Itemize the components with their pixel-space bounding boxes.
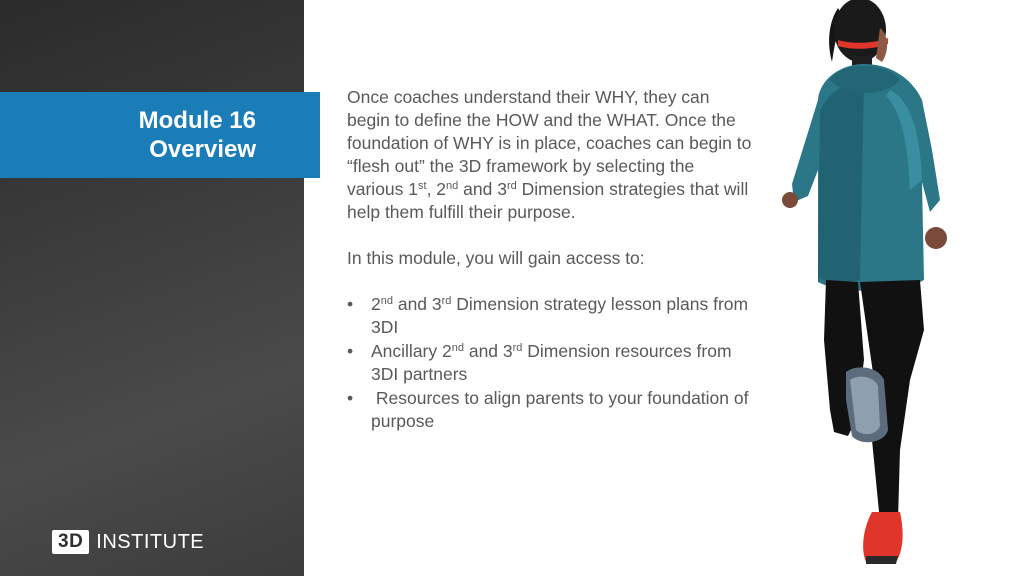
slide-title-line-1: Module 16 bbox=[138, 107, 256, 134]
institute-logo: 3D INSTITUTE bbox=[52, 529, 204, 555]
bullet-icon: • bbox=[347, 294, 354, 314]
logo-mark: 3D bbox=[52, 530, 90, 554]
access-list: • 2nd and 3rd Dimension strategy lesson p… bbox=[347, 293, 752, 433]
list-item: • Ancillary 2nd and 3rd Dimension resourc… bbox=[347, 341, 732, 384]
body-content: Once coaches understand their WHY, they … bbox=[347, 86, 752, 434]
access-intro: In this module, you will gain access to: bbox=[347, 248, 645, 268]
overview-paragraph: Once coaches understand their WHY, they … bbox=[347, 87, 752, 222]
runner-photo-icon bbox=[782, 0, 947, 564]
bullet-icon: • bbox=[347, 341, 354, 361]
sidebar-panel bbox=[0, 0, 304, 576]
bullet-icon: • bbox=[347, 388, 354, 408]
list-item: • 2nd and 3rd Dimension strategy lesson p… bbox=[347, 294, 749, 337]
slide-title-line-2: Overview bbox=[149, 136, 256, 163]
title-band: Module 16 Overview bbox=[0, 92, 320, 178]
slide-title: Module 16 Overview bbox=[139, 106, 256, 164]
list-item: • Resources to align parents to your fou… bbox=[347, 388, 754, 431]
logo-word: INSTITUTE bbox=[96, 530, 205, 553]
